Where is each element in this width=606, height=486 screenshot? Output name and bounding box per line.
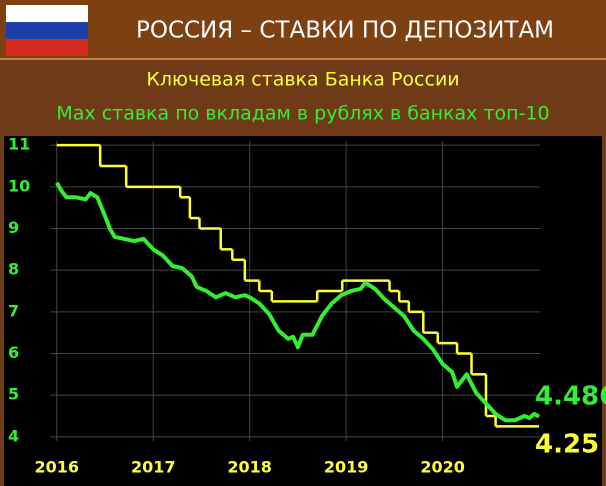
x-tick-label: 2019 bbox=[324, 458, 369, 477]
y-tick-label: 8 bbox=[8, 260, 19, 279]
y-tick-label: 4 bbox=[8, 426, 19, 445]
flag bbox=[6, 5, 88, 56]
plot-panel bbox=[4, 136, 602, 486]
annotation: 4.486 bbox=[535, 382, 606, 412]
legend-entry: Ключевая ставка Банка России bbox=[146, 69, 459, 91]
y-tick-label: 9 bbox=[8, 218, 19, 237]
y-tick-label: 5 bbox=[8, 385, 19, 404]
flag-red bbox=[6, 39, 88, 56]
chart-title: РОССИЯ – СТАВКИ ПО ДЕПОЗИТАМ bbox=[136, 18, 554, 44]
series-line bbox=[55, 181, 540, 423]
y-tick-label: 11 bbox=[8, 135, 30, 154]
x-tick-label: 2018 bbox=[227, 458, 272, 477]
flag-blue bbox=[6, 22, 88, 39]
annotation: 4.25 bbox=[535, 430, 599, 460]
legend-entry: Max ставка по вкладам в рублях в банках … bbox=[56, 103, 549, 125]
y-tick-label: 10 bbox=[8, 176, 30, 195]
header-band bbox=[0, 0, 606, 58]
x-tick-label: 2016 bbox=[34, 458, 79, 477]
y-tick-label: 6 bbox=[8, 343, 19, 362]
flag-white bbox=[6, 5, 88, 22]
x-tick-label: 2017 bbox=[131, 458, 176, 477]
y-tick-label: 7 bbox=[8, 301, 19, 320]
x-tick-label: 2020 bbox=[420, 458, 465, 477]
